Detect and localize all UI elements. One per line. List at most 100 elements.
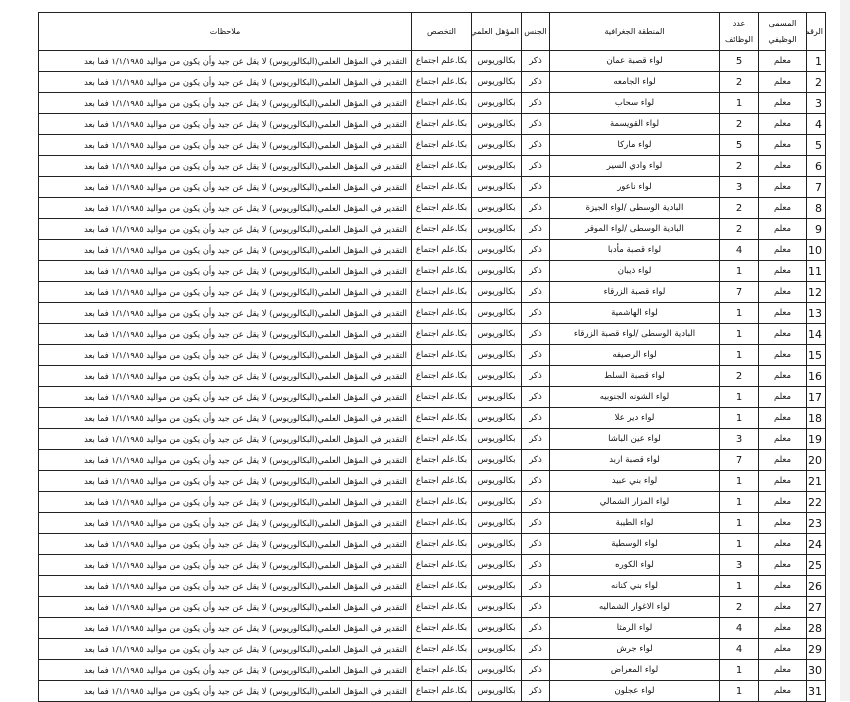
row-number-cell: 16 — [806, 365, 826, 387]
qualification-cell: بكالوريوس — [471, 176, 522, 198]
table-row: 17 معلم 1 لواء الشونه الجنوبيه ذكر بكالوريوس ب… — [38, 386, 826, 408]
row-number-cell: 20 — [806, 449, 826, 471]
notes-cell: التقدير في المؤهل العلمي(البكالوريوس) لا… — [38, 491, 412, 513]
job-count-cell: 1 — [719, 302, 759, 324]
job-title-cell: معلم — [758, 491, 807, 513]
region-cell: لواء بني كنانه — [549, 575, 720, 597]
header-number: الرقم — [806, 12, 826, 51]
job-title-cell: معلم — [758, 470, 807, 492]
qualification-cell: بكالوريوس — [471, 134, 522, 156]
job-count-cell: 1 — [719, 386, 759, 408]
notes-cell: التقدير في المؤهل العلمي(البكالوريوس) لا… — [38, 176, 412, 198]
qualification-cell: بكالوريوس — [471, 533, 522, 555]
table-row: 6 معلم 2 لواء وادي السير ذكر بكالوريوس بكا.علم… — [38, 155, 826, 177]
row-number-cell: 28 — [806, 617, 826, 639]
region-cell: لواء الرصيفه — [549, 344, 720, 366]
notes-cell: التقدير في المؤهل العلمي(البكالوريوس) لا… — [38, 386, 412, 408]
specialization-cell: بكا.علم اجتماع — [411, 638, 472, 660]
region-cell: لواء الشونه الجنوبيه — [549, 386, 720, 408]
region-cell: لواء قصبة السلط — [549, 365, 720, 387]
gender-cell: ذكر — [521, 659, 550, 681]
notes-cell: التقدير في المؤهل العلمي(البكالوريوس) لا… — [38, 302, 412, 324]
specialization-cell: بكا.علم اجتماع — [411, 260, 472, 282]
gender-cell: ذكر — [521, 512, 550, 534]
specialization-cell: بكا.علم اجتماع — [411, 659, 472, 681]
qualification-cell: بكالوريوس — [471, 218, 522, 240]
job-title-cell: معلم — [758, 260, 807, 282]
table-row: 9 معلم 2 البادية الوسطى /لواء الموقر ذكر بكال… — [38, 218, 826, 240]
gender-cell: ذكر — [521, 596, 550, 618]
row-number-cell: 23 — [806, 512, 826, 534]
gender-cell: ذكر — [521, 218, 550, 240]
job-count-cell: 1 — [719, 659, 759, 681]
gender-cell: ذكر — [521, 71, 550, 93]
qualification-cell: بكالوريوس — [471, 575, 522, 597]
notes-cell: التقدير في المؤهل العلمي(البكالوريوس) لا… — [38, 50, 412, 72]
qualification-cell: بكالوريوس — [471, 680, 522, 702]
gender-cell: ذكر — [521, 50, 550, 72]
row-number-cell: 19 — [806, 428, 826, 450]
qualification-cell: بكالوريوس — [471, 344, 522, 366]
qualification-cell: بكالوريوس — [471, 302, 522, 324]
table-row: 25 معلم 3 لواء الكوره ذكر بكالوريوس بكا.علم اج… — [38, 554, 826, 576]
row-number-cell: 14 — [806, 323, 826, 345]
table-row: 31 معلم 1 لواء عجلون ذكر بكالوريوس بكا.علم اجت… — [38, 680, 826, 702]
job-title-cell: معلم — [758, 365, 807, 387]
job-count-cell: 2 — [719, 365, 759, 387]
table-row: 2 معلم 2 لواء الجامعه ذكر بكالوريوس بكا.علم اج… — [38, 71, 826, 93]
job-title-cell: معلم — [758, 386, 807, 408]
table-row: 3 معلم 1 لواء سحاب ذكر بكالوريوس بكا.علم اجتما… — [38, 92, 826, 114]
table-row: 30 معلم 1 لواء المعراض ذكر بكالوريوس بكا.علم ا… — [38, 659, 826, 681]
qualification-cell: بكالوريوس — [471, 428, 522, 450]
row-number-cell: 3 — [806, 92, 826, 114]
job-title-cell: معلم — [758, 176, 807, 198]
qualification-cell: بكالوريوس — [471, 386, 522, 408]
qualification-cell: بكالوريوس — [471, 365, 522, 387]
job-count-cell: 2 — [719, 218, 759, 240]
job-count-cell: 1 — [719, 533, 759, 555]
job-title-cell: معلم — [758, 428, 807, 450]
region-cell: لواء الرمثا — [549, 617, 720, 639]
table-row: 24 معلم 1 لواء الوسطية ذكر بكالوريوس بكا.علم ا… — [38, 533, 826, 555]
notes-cell: التقدير في المؤهل العلمي(البكالوريوس) لا… — [38, 323, 412, 345]
job-count-cell: 1 — [719, 512, 759, 534]
table-row: 19 معلم 3 لواء عين الباشا ذكر بكالوريوس بكا.عل… — [38, 428, 826, 450]
specialization-cell: بكا.علم اجتماع — [411, 575, 472, 597]
specialization-cell: بكا.علم اجتماع — [411, 554, 472, 576]
gender-cell: ذكر — [521, 554, 550, 576]
table-row: 8 معلم 2 البادية الوسطى /لواء الجيزة ذكر بكال… — [38, 197, 826, 219]
gender-cell: ذكر — [521, 239, 550, 261]
qualification-cell: بكالوريوس — [471, 113, 522, 135]
table-row: 16 معلم 2 لواء قصبة السلط ذكر بكالوريوس بكا.عل… — [38, 365, 826, 387]
row-number-cell: 18 — [806, 407, 826, 429]
specialization-cell: بكا.علم اجتماع — [411, 71, 472, 93]
qualification-cell: بكالوريوس — [471, 197, 522, 219]
job-count-cell: 3 — [719, 176, 759, 198]
specialization-cell: بكا.علم اجتماع — [411, 365, 472, 387]
job-title-cell: معلم — [758, 638, 807, 660]
specialization-cell: بكا.علم اجتماع — [411, 491, 472, 513]
job-title-cell: معلم — [758, 155, 807, 177]
row-number-cell: 25 — [806, 554, 826, 576]
row-number-cell: 6 — [806, 155, 826, 177]
region-cell: لواء عجلون — [549, 680, 720, 702]
gender-cell: ذكر — [521, 92, 550, 114]
header-count: عدد الوظائف — [719, 12, 759, 51]
region-cell: لواء الهاشمية — [549, 302, 720, 324]
table-row: 5 معلم 5 لواء ماركا ذكر بكالوريوس بكا.علم اجتم… — [38, 134, 826, 156]
notes-cell: التقدير في المؤهل العلمي(البكالوريوس) لا… — [38, 596, 412, 618]
row-number-cell: 24 — [806, 533, 826, 555]
gender-cell: ذكر — [521, 680, 550, 702]
region-cell: لواء دير علا — [549, 407, 720, 429]
notes-cell: التقدير في المؤهل العلمي(البكالوريوس) لا… — [38, 281, 412, 303]
region-cell: لواء جرش — [549, 638, 720, 660]
row-number-cell: 5 — [806, 134, 826, 156]
notes-cell: التقدير في المؤهل العلمي(البكالوريوس) لا… — [38, 575, 412, 597]
row-number-cell: 21 — [806, 470, 826, 492]
header-specialization: التخصص — [411, 12, 472, 51]
table-row: 28 معلم 4 لواء الرمثا ذكر بكالوريوس بكا.علم اج… — [38, 617, 826, 639]
row-number-cell: 1 — [806, 50, 826, 72]
specialization-cell: بكا.علم اجتماع — [411, 197, 472, 219]
job-count-cell: 1 — [719, 344, 759, 366]
region-cell: لواء قصبة اربد — [549, 449, 720, 471]
